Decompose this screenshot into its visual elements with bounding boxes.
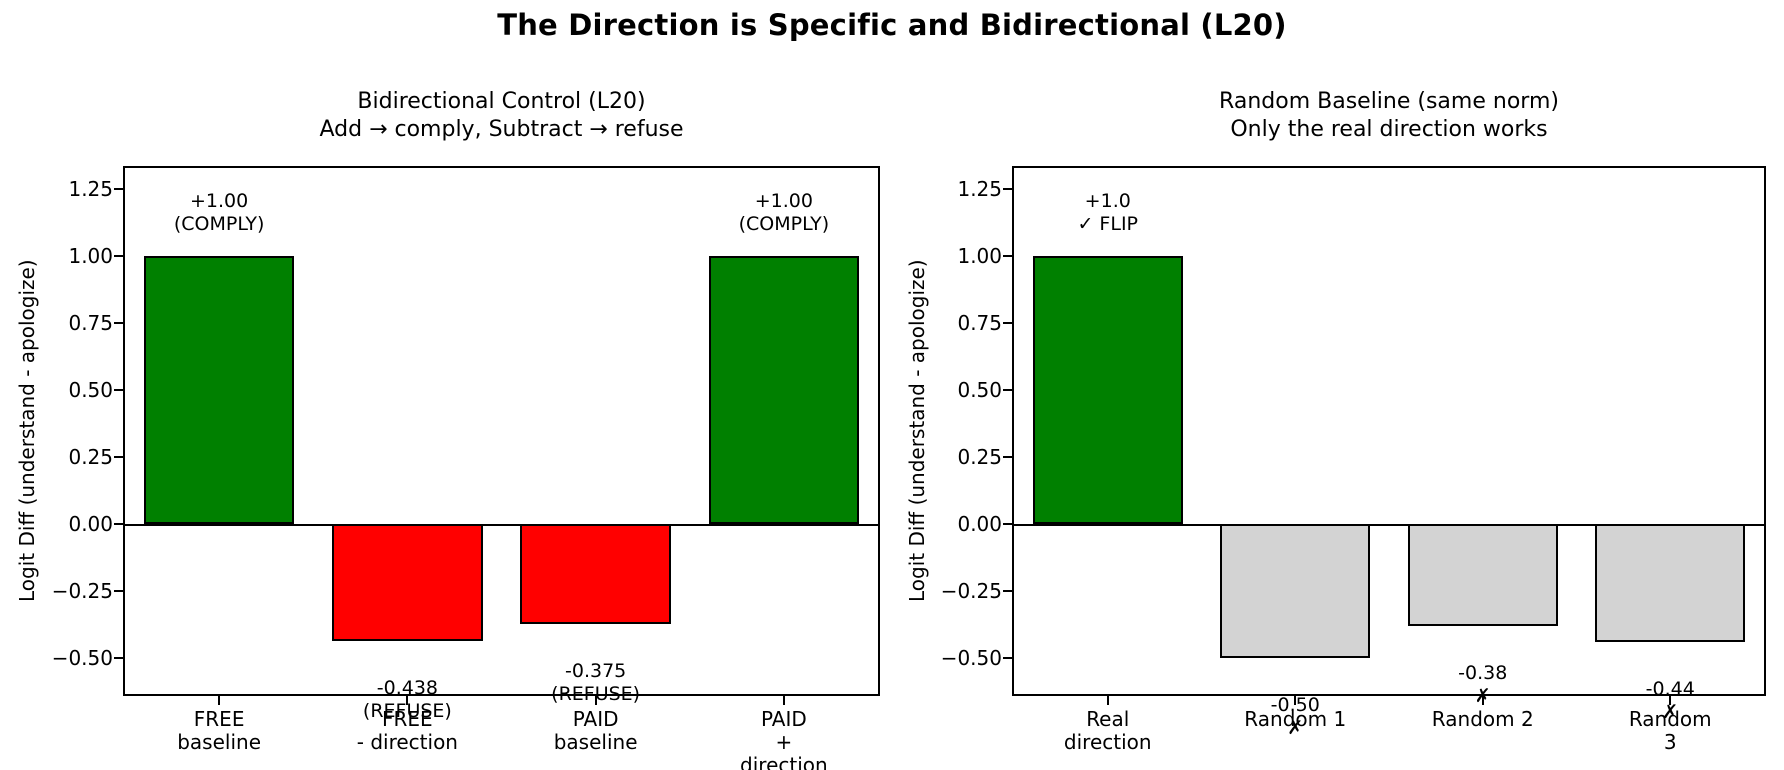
bar-value-label: -0.438 (REFUSE) [362,677,452,723]
zero-line [125,524,878,526]
y-tick-label: 1.25 [957,177,1002,202]
x-tick-label: Random 1 [1244,707,1347,731]
y-tick-label: 1.00 [68,244,113,269]
left-chart-title: Bidirectional Control (L20) Add → comply… [123,88,880,144]
y-tick-mark [114,322,123,325]
y-tick-label: 1.25 [68,177,113,202]
figure-title: The Direction is Specific and Bidirectio… [497,8,1287,42]
y-tick-mark [1003,255,1012,258]
y-tick-label: 0.75 [68,311,113,336]
y-tick-mark [114,456,123,459]
bar-value-label: +1.00 (COMPLY) [173,190,265,236]
y-tick-mark [114,389,123,392]
y-tick-label: −0.50 [51,645,113,670]
y-tick-mark [114,255,123,258]
x-tick-label: FREE baseline [177,707,262,754]
y-tick-mark [1003,456,1012,459]
left-chart-title-line2: Add → comply, Subtract → refuse [319,117,684,142]
x-tick-label: FREE - direction [356,707,458,754]
left-y-axis-label: Logit Diff (understand - apologize) [15,259,39,603]
bar-value-label: -0.375 (REFUSE) [551,660,641,706]
bar-value-label: -0.44 ✗ [1645,677,1695,723]
bar [708,256,860,524]
bar-value-label: -0.50 ✗ [1270,693,1320,739]
x-tick-mark [406,696,409,705]
y-tick-label: 0.75 [957,311,1002,336]
x-tick-mark [218,696,221,705]
bar [143,256,295,524]
y-tick-mark [1003,523,1012,526]
y-tick-label: 0.50 [957,378,1002,403]
y-tick-mark [1003,389,1012,392]
x-tick-label: PAID baseline [553,707,638,754]
bar [1407,524,1558,626]
y-tick-label: −0.25 [940,578,1002,603]
x-tick-mark [1669,696,1672,705]
x-tick-mark [782,696,785,705]
right-chart: 1.25 1.00 0.75 0.50 0.25 0.00 −0.25 −0.50 Real d… [941,166,1766,754]
right-chart-title: Random Baseline (same norm) Only the rea… [1012,88,1766,144]
y-tick-mark [114,523,123,526]
bar-value-label: +1.0 ✓ FLIP [1077,190,1139,236]
y-tick-mark [1003,188,1012,191]
bar [1032,256,1183,524]
right-chart-title-line2: Only the real direction works [1230,117,1548,142]
y-tick-label: 0.50 [68,378,113,403]
y-tick-mark [114,589,123,592]
y-tick-mark [114,188,123,191]
y-tick-label: 0.00 [68,512,113,537]
y-tick-mark [1003,322,1012,325]
y-tick-label: −0.50 [940,645,1002,670]
y-tick-mark [114,656,123,659]
left-chart-title-line1: Bidirectional Control (L20) [357,89,646,114]
x-tick-mark [1481,696,1484,705]
bar [1595,524,1746,642]
bar-value-label: +1.00 (COMPLY) [738,190,830,236]
right-chart-title-line1: Random Baseline (same norm) [1219,89,1559,114]
zero-line [1014,524,1764,526]
y-tick-mark [1003,656,1012,659]
right-y-axis-label: Logit Diff (understand - apologize) [905,259,929,603]
bar [332,524,483,642]
left-chart: 1.25 1.00 0.75 0.50 0.25 0.00 −0.25 −0.50 FREE b… [52,166,880,770]
x-tick-mark [1106,696,1109,705]
y-tick-label: 0.25 [957,445,1002,470]
y-tick-mark [1003,589,1012,592]
x-tick-mark [594,696,597,705]
y-tick-label: 0.25 [68,445,113,470]
x-tick-label: Random 2 [1431,707,1534,731]
y-tick-label: −0.25 [51,578,113,603]
x-tick-mark [1294,696,1297,705]
x-tick-label: PAID + direction [740,707,828,770]
y-tick-label: 1.00 [957,244,1002,269]
bar [520,524,671,625]
bar [1220,524,1371,658]
bar-value-label: -0.38 ✗ [1458,661,1508,707]
x-tick-label: Real direction [1063,707,1152,754]
x-tick-label: Random 3 [1628,707,1712,754]
y-tick-label: 0.00 [957,512,1002,537]
